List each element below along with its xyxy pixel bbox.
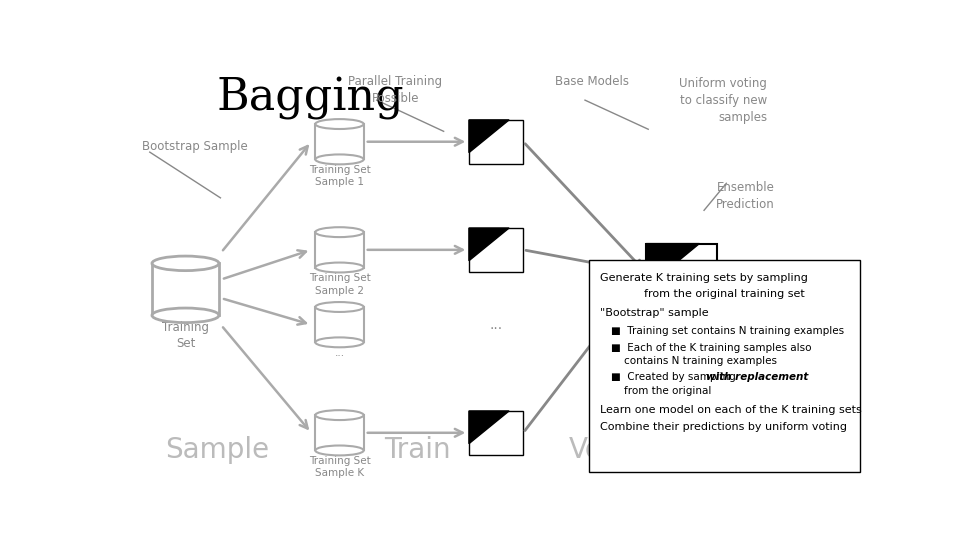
Text: "Bootstrap" sample: "Bootstrap" sample: [600, 308, 708, 319]
Ellipse shape: [315, 119, 364, 129]
Ellipse shape: [315, 446, 364, 455]
Ellipse shape: [315, 410, 364, 420]
Polygon shape: [468, 228, 509, 261]
Text: Train: Train: [384, 436, 451, 464]
Text: Training Set
Sample 2: Training Set Sample 2: [308, 273, 371, 295]
Bar: [315, 415, 364, 450]
Ellipse shape: [315, 154, 364, 164]
Text: from the original: from the original: [624, 386, 711, 396]
Text: Learn one model on each of the K training sets: Learn one model on each of the K trainin…: [600, 404, 862, 415]
Bar: [468, 228, 522, 272]
Ellipse shape: [152, 256, 219, 271]
Text: contains N training examples: contains N training examples: [624, 356, 778, 366]
Bar: [468, 120, 522, 164]
Ellipse shape: [152, 256, 219, 271]
Text: Base Models: Base Models: [556, 75, 630, 88]
Text: with replacement: with replacement: [706, 373, 808, 382]
Text: Generate K training sets by sampling: Generate K training sets by sampling: [600, 273, 807, 283]
Text: Combine their predictions by uniform voting: Combine their predictions by uniform vot…: [600, 422, 847, 432]
Text: Bootstrap Sample: Bootstrap Sample: [142, 140, 248, 153]
Text: Uniform voting
to classify new
samples: Uniform voting to classify new samples: [680, 77, 767, 124]
Ellipse shape: [315, 227, 364, 237]
Text: Bagging: Bagging: [217, 77, 404, 120]
Text: ■  Each of the K training samples also: ■ Each of the K training samples also: [611, 342, 811, 353]
Text: Training Set
Sample 1: Training Set Sample 1: [308, 165, 371, 187]
Bar: [468, 411, 522, 455]
Bar: [315, 124, 364, 159]
Bar: [646, 244, 717, 302]
Ellipse shape: [315, 227, 364, 237]
Polygon shape: [468, 120, 509, 153]
Bar: [315, 307, 364, 342]
Text: Vote: Vote: [569, 436, 631, 464]
Text: Ensemble
Prediction: Ensemble Prediction: [716, 181, 775, 211]
Text: ...: ...: [334, 348, 345, 358]
Ellipse shape: [152, 308, 219, 322]
Text: Parallel Training
Possible: Parallel Training Possible: [348, 75, 443, 105]
Polygon shape: [468, 411, 509, 444]
Bar: [152, 264, 219, 315]
Polygon shape: [646, 244, 700, 287]
Text: ■  Training set contains N training examples: ■ Training set contains N training examp…: [611, 326, 844, 336]
Text: ■  Created by sampling: ■ Created by sampling: [611, 373, 739, 382]
FancyBboxPatch shape: [588, 260, 860, 472]
Text: Sample: Sample: [165, 436, 269, 464]
Text: from the original training set: from the original training set: [644, 288, 804, 299]
Ellipse shape: [315, 302, 364, 312]
Ellipse shape: [315, 410, 364, 420]
Text: Training Set
Sample K: Training Set Sample K: [308, 456, 371, 478]
Text: Training
Set: Training Set: [162, 321, 209, 349]
Ellipse shape: [315, 262, 364, 273]
Text: ...: ...: [490, 318, 502, 332]
Bar: [315, 232, 364, 267]
Ellipse shape: [315, 119, 364, 129]
Ellipse shape: [315, 302, 364, 312]
Ellipse shape: [315, 338, 364, 347]
